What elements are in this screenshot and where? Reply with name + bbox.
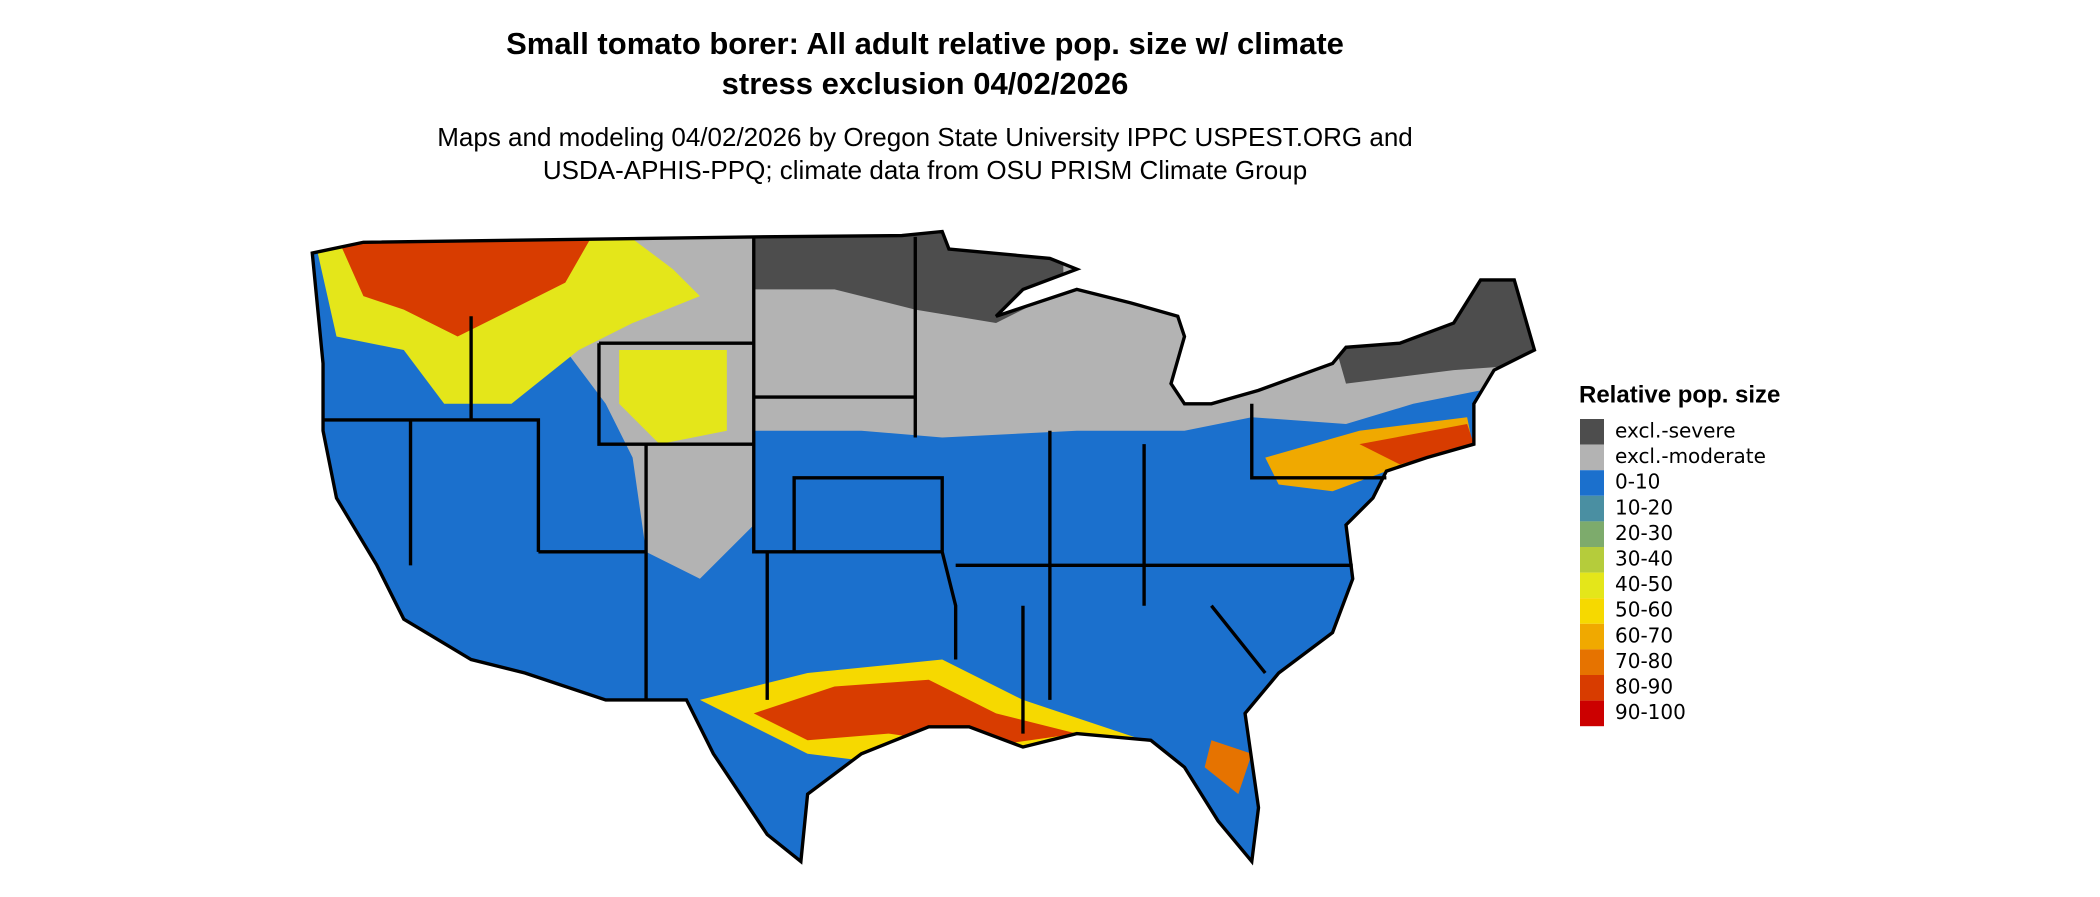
legend-swatch: [1580, 495, 1604, 522]
legend-label: 80-90: [1615, 675, 1673, 699]
legend-label: excl.-severe: [1615, 419, 1736, 443]
legend-label: excl.-moderate: [1615, 444, 1766, 468]
map-fill: [312, 231, 1535, 862]
legend-label: 10-20: [1615, 495, 1673, 519]
legend-swatch: [1580, 700, 1604, 727]
legend-label: 20-30: [1615, 521, 1673, 545]
legend-swatch: [1580, 470, 1604, 496]
legend-swatch: [1580, 598, 1604, 624]
legend-label: 30-40: [1615, 547, 1673, 571]
legend-label: 70-80: [1615, 649, 1673, 673]
legend-label: 40-50: [1615, 572, 1673, 596]
legend-label: 60-70: [1615, 623, 1673, 647]
legend-swatch: [1580, 547, 1604, 573]
legend-swatch: [1580, 649, 1604, 675]
us-map: [310, 229, 1537, 866]
legend-swatch: [1580, 623, 1604, 650]
legend-label: 0-10: [1615, 470, 1660, 494]
legend-swatch: [1580, 444, 1604, 471]
legend: excl.-severeexcl.-moderate0-1010-2020-30…: [1580, 419, 1766, 727]
subtitle-line: USDA-APHIS-PPQ; climate data from OSU PR…: [543, 155, 1307, 185]
legend-swatch: [1580, 675, 1604, 701]
legend-swatch: [1580, 572, 1604, 599]
state-borders: [310, 229, 1537, 866]
legend-swatch: [1580, 419, 1604, 445]
legend-label: 90-100: [1615, 700, 1686, 724]
legend-label: 50-60: [1615, 598, 1673, 622]
subtitle-line: Maps and modeling 04/02/2026 by Oregon S…: [437, 122, 1413, 152]
title-line: Small tomato borer: All adult relative p…: [506, 26, 1344, 61]
legend-title: Relative pop. size: [1579, 381, 1780, 408]
legend-swatch: [1580, 521, 1604, 547]
title-line: stress exclusion 04/02/2026: [722, 66, 1129, 101]
